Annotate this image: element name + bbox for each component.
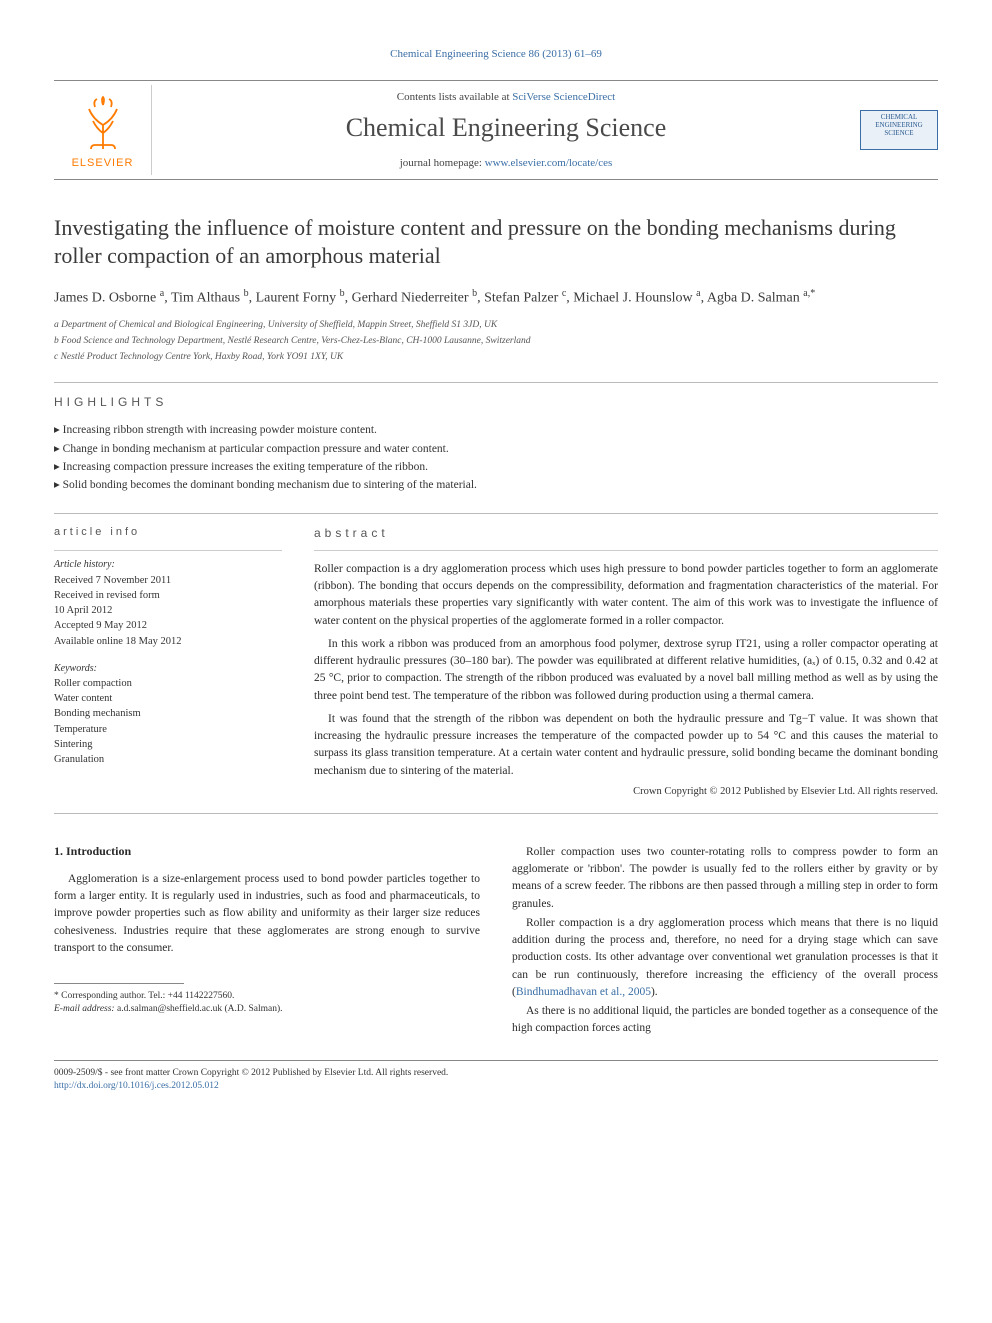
body-paragraph: Roller compaction is a dry agglomeration…	[512, 915, 938, 1001]
masthead: ELSEVIER Contents lists available at Sci…	[54, 80, 938, 180]
history-line: Available online 18 May 2012	[54, 634, 282, 649]
body-paragraph: Agglomeration is a size-enlargement proc…	[54, 871, 480, 957]
abstract-paragraph: In this work a ribbon was produced from …	[314, 636, 938, 705]
body-paragraph: As there is no additional liquid, the pa…	[512, 1003, 938, 1038]
highlight-item: Increasing compaction pressure increases…	[54, 458, 938, 476]
abstract-paragraph: It was found that the strength of the ri…	[314, 711, 938, 780]
section-heading: 1. Introduction	[54, 844, 480, 859]
body-left-column: 1. Introduction Agglomeration is a size-…	[54, 844, 480, 1040]
keyword: Roller compaction	[54, 676, 282, 691]
rule	[54, 513, 938, 514]
article-header: Investigating the influence of moisture …	[54, 214, 938, 364]
journal-name: Chemical Engineering Science	[162, 113, 850, 143]
history-line: Accepted 9 May 2012	[54, 618, 282, 633]
homepage-line: journal homepage: www.elsevier.com/locat…	[162, 157, 850, 169]
sub-rule	[314, 550, 938, 551]
highlight-item: Increasing ribbon strength with increasi…	[54, 421, 938, 439]
email-line: E-mail address: a.d.salman@sheffield.ac.…	[54, 1003, 480, 1016]
history-line: Received in revised form	[54, 588, 282, 603]
abstract-column: abstract Roller compaction is a dry aggl…	[314, 526, 938, 797]
publisher-logo: ELSEVIER	[54, 85, 152, 175]
keyword: Sintering	[54, 737, 282, 752]
affiliation: a Department of Chemical and Biological …	[54, 319, 938, 333]
publisher-name: ELSEVIER	[72, 157, 134, 169]
rule	[54, 382, 938, 383]
abstract-heading: abstract	[314, 526, 938, 540]
contents-prefix: Contents lists available at	[397, 91, 512, 103]
abstract-paragraph: Roller compaction is a dry agglomeration…	[314, 561, 938, 630]
sciencedirect-link[interactable]: SciVerse ScienceDirect	[512, 91, 615, 103]
email-label: E-mail address:	[54, 1004, 115, 1014]
history-line: 10 April 2012	[54, 603, 282, 618]
keyword: Water content	[54, 691, 282, 706]
footer-issn: 0009-2509/$ - see front matter Crown Cop…	[54, 1067, 938, 1080]
masthead-center: Contents lists available at SciVerse Sci…	[152, 85, 860, 175]
footer-rule	[54, 1060, 938, 1061]
body-columns: 1. Introduction Agglomeration is a size-…	[54, 844, 938, 1040]
rule	[54, 813, 938, 814]
footer-doi[interactable]: http://dx.doi.org/10.1016/j.ces.2012.05.…	[54, 1080, 938, 1093]
affiliation: b Food Science and Technology Department…	[54, 335, 938, 349]
running-header: Chemical Engineering Science 86 (2013) 6…	[54, 48, 938, 60]
contents-line: Contents lists available at SciVerse Sci…	[162, 91, 850, 103]
abstract-copyright: Crown Copyright © 2012 Published by Else…	[314, 786, 938, 797]
keywords-label: Keywords:	[54, 663, 282, 674]
footnote-rule	[54, 983, 184, 984]
corresponding-author: * Corresponding author. Tel.: +44 114222…	[54, 990, 480, 1003]
elsevier-tree-icon	[71, 91, 135, 155]
keyword: Granulation	[54, 752, 282, 767]
sub-rule	[54, 550, 282, 551]
journal-cover-thumbnail: CHEMICAL ENGINEERING SCIENCE	[860, 110, 938, 149]
highlight-item: Change in bonding mechanism at particula…	[54, 440, 938, 458]
article-info-heading: article info	[54, 526, 282, 538]
article-info-column: article info Article history: Received 7…	[54, 526, 282, 797]
highlight-item: Solid bonding becomes the dominant bondi…	[54, 476, 938, 494]
email-address[interactable]: a.d.salman@sheffield.ac.uk (A.D. Salman)…	[117, 1004, 283, 1014]
body-paragraph: Roller compaction uses two counter-rotat…	[512, 844, 938, 913]
highlights-heading: HIGHLIGHTS	[54, 395, 938, 409]
authors: James D. Osborne a, Tim Althaus b, Laure…	[54, 286, 938, 309]
highlights-list: Increasing ribbon strength with increasi…	[54, 421, 938, 495]
cover-title: CHEMICAL ENGINEERING SCIENCE	[861, 111, 937, 140]
history-label: Article history:	[54, 559, 282, 570]
keyword: Temperature	[54, 722, 282, 737]
history-line: Received 7 November 2011	[54, 573, 282, 588]
homepage-link[interactable]: www.elsevier.com/locate/ces	[485, 157, 613, 169]
article-title: Investigating the influence of moisture …	[54, 214, 938, 270]
keyword: Bonding mechanism	[54, 706, 282, 721]
homepage-prefix: journal homepage:	[400, 157, 485, 169]
affiliation: c Nestlé Product Technology Centre York,…	[54, 351, 938, 365]
body-right-column: Roller compaction uses two counter-rotat…	[512, 844, 938, 1040]
